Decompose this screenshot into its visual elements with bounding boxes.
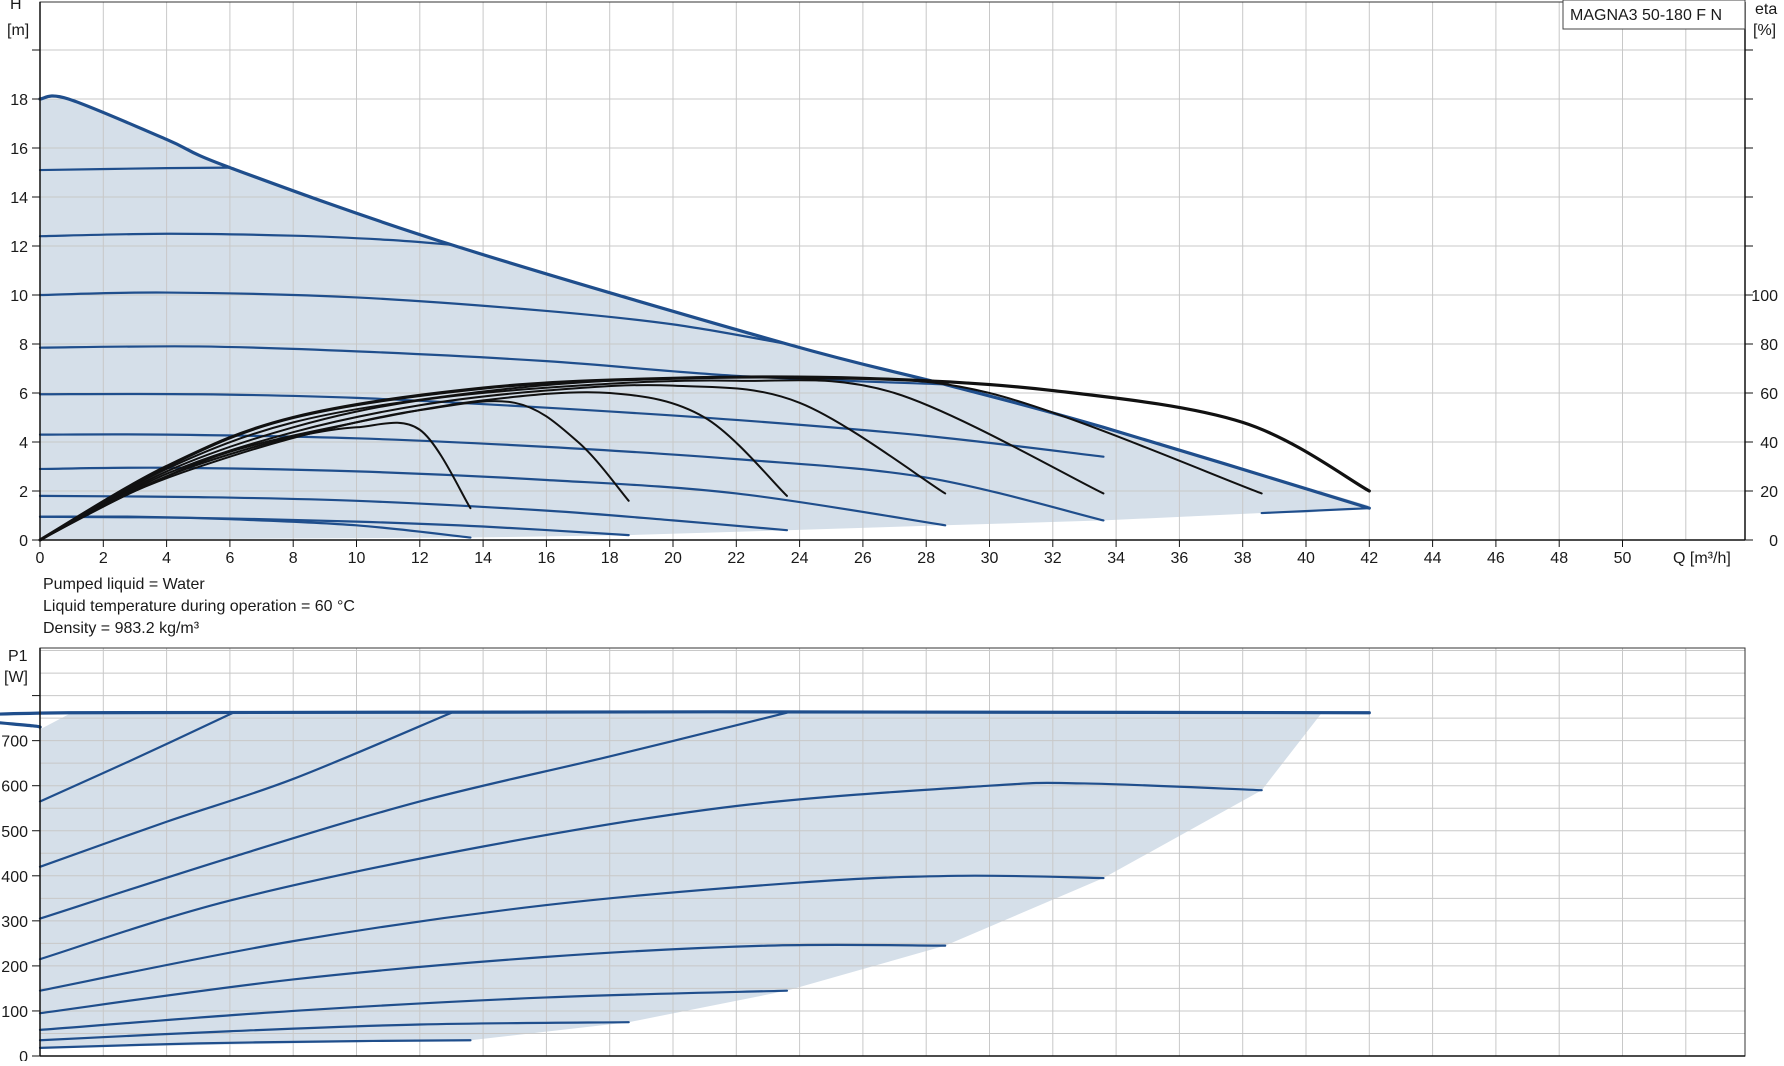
power-curve-9 <box>38 1039 472 1049</box>
x-tick-label: 2 <box>99 550 108 567</box>
power-curve-8 <box>38 1021 630 1042</box>
note-density: Density = 983.2 kg/m³ <box>43 620 200 637</box>
x-tick-label: 10 <box>348 550 366 567</box>
x-tick-label: 24 <box>791 550 809 567</box>
head-curves <box>38 94 1371 542</box>
x-tick-label: 50 <box>1614 550 1632 567</box>
power-y-tick-label: 600 <box>1 779 28 796</box>
x-tick-label: 42 <box>1360 550 1378 567</box>
head-axis-label-unit: [m] <box>7 22 29 39</box>
model-label-box <box>1562 0 1746 30</box>
power-axes: 0 100 200 300 400 500 600 700 <box>1 647 1746 1066</box>
x-tick-label: 38 <box>1234 550 1252 567</box>
power-curve-7 <box>38 989 789 1031</box>
x-tick-label: 44 <box>1424 550 1442 567</box>
x-tick-label: 30 <box>981 550 999 567</box>
head-curve-0 <box>38 94 1371 510</box>
x-tick-label: 26 <box>854 550 872 567</box>
head-y-tick-label: 6 <box>19 386 28 403</box>
note-temperature: Liquid temperature during operation = 60… <box>43 598 355 615</box>
note-liquid: Pumped liquid = Water <box>43 576 205 593</box>
head-y-tick-label: 18 <box>10 92 28 109</box>
eta-y-tick-label: 100 <box>1751 288 1778 305</box>
x-tick-label: 14 <box>474 550 492 567</box>
x-tick-label: 32 <box>1044 550 1062 567</box>
power-operating-area <box>40 712 1370 1048</box>
head-curve-extra-0 <box>38 515 472 539</box>
power-axis-label-unit: [W] <box>4 669 28 686</box>
head-curve-1 <box>38 166 231 172</box>
power-y-tick-label: 300 <box>1 914 28 931</box>
efficiency-curve-6 <box>38 375 1371 542</box>
x-tick-label: 8 <box>289 550 298 567</box>
eta-axis-label: eta <box>1755 1 1777 18</box>
power-y-tick-label: 700 <box>1 734 28 751</box>
eta-axis-label-unit: [%] <box>1753 22 1776 39</box>
power-area-fill <box>40 712 1370 1048</box>
efficiency-curve-4 <box>39 379 1105 541</box>
x-tick-label: 34 <box>1107 550 1125 567</box>
x-tick-label: 16 <box>538 550 556 567</box>
power-curves <box>0 710 1371 1049</box>
x-tick-label: 18 <box>601 550 619 567</box>
power-y-tick-label: 0 <box>19 1049 28 1061</box>
power-y-tick-label: 100 <box>1 1004 28 1021</box>
head-area-fill <box>40 99 1370 540</box>
head-curve-2 <box>38 232 453 246</box>
head-curve-5 <box>38 392 1105 458</box>
eta-y-tick-label: 0 <box>1769 533 1778 550</box>
eta-y-tick-label: 20 <box>1760 484 1778 501</box>
head-operating-area <box>40 99 1370 540</box>
power-curve-6 <box>38 943 947 1015</box>
x-tick-label: 28 <box>917 550 935 567</box>
x-tick-label: 40 <box>1297 550 1315 567</box>
x-tick-label: 12 <box>411 550 429 567</box>
x-tick-label: 6 <box>225 550 234 567</box>
power-curve-3 <box>38 711 789 920</box>
head-curve-8 <box>38 494 789 532</box>
head-y-tick-label: 14 <box>10 190 28 207</box>
eta-y-tick-label: 40 <box>1760 435 1778 452</box>
head-curve-extra-2 <box>1260 507 1371 515</box>
head-y-tick-label: 8 <box>19 337 28 354</box>
flow-axis-label: Q [m³/h] <box>1673 550 1731 567</box>
x-tick-label: 4 <box>162 550 171 567</box>
x-tick-label: 48 <box>1550 550 1568 567</box>
power-y-tick-label: 500 <box>1 824 28 841</box>
x-tick-label: 46 <box>1487 550 1505 567</box>
head-y-tick-label: 16 <box>10 141 28 158</box>
power-axis-label: P1 <box>8 648 28 665</box>
efficiency-curves <box>38 375 1371 542</box>
head-curve-3 <box>38 291 789 346</box>
x-tick-label: 20 <box>664 550 682 567</box>
head-y-tick-label: 4 <box>19 435 28 452</box>
power-curve-2 <box>38 711 453 868</box>
head-y-tick-label: 0 <box>19 533 28 550</box>
power-curve-0 <box>0 710 1371 729</box>
head-y-tick-label: 12 <box>10 239 28 256</box>
head-axes: 0 2 4 6 8 10 12 14 16 18 20 22 24 26 28 30 32 34 36 38 40 42 4… <box>10 1 1778 567</box>
head-y-tick-label: 2 <box>19 484 28 501</box>
x-tick-label: 36 <box>1171 550 1189 567</box>
power-grid <box>40 648 1745 1056</box>
model-label: MAGNA3 50-180 F N <box>1570 7 1722 24</box>
head-curve-6 <box>38 433 1105 522</box>
head-grid <box>40 2 1745 540</box>
efficiency-curve-2 <box>39 391 788 541</box>
x-tick-label: 22 <box>727 550 745 567</box>
eta-y-tick-label: 80 <box>1760 337 1778 354</box>
power-curve-4 <box>38 781 1263 961</box>
head-axis-label-h: H <box>10 0 22 13</box>
efficiency-curve-3 <box>39 384 947 541</box>
power-y-tick-label: 400 <box>1 869 28 886</box>
power-curve-5 <box>38 874 1105 992</box>
x-tick-label: 0 <box>36 550 45 567</box>
power-y-tick-label: 200 <box>1 959 28 976</box>
power-curve-1 <box>38 711 235 803</box>
eta-y-tick-label: 60 <box>1760 386 1778 403</box>
head-y-tick-label: 10 <box>10 288 28 305</box>
